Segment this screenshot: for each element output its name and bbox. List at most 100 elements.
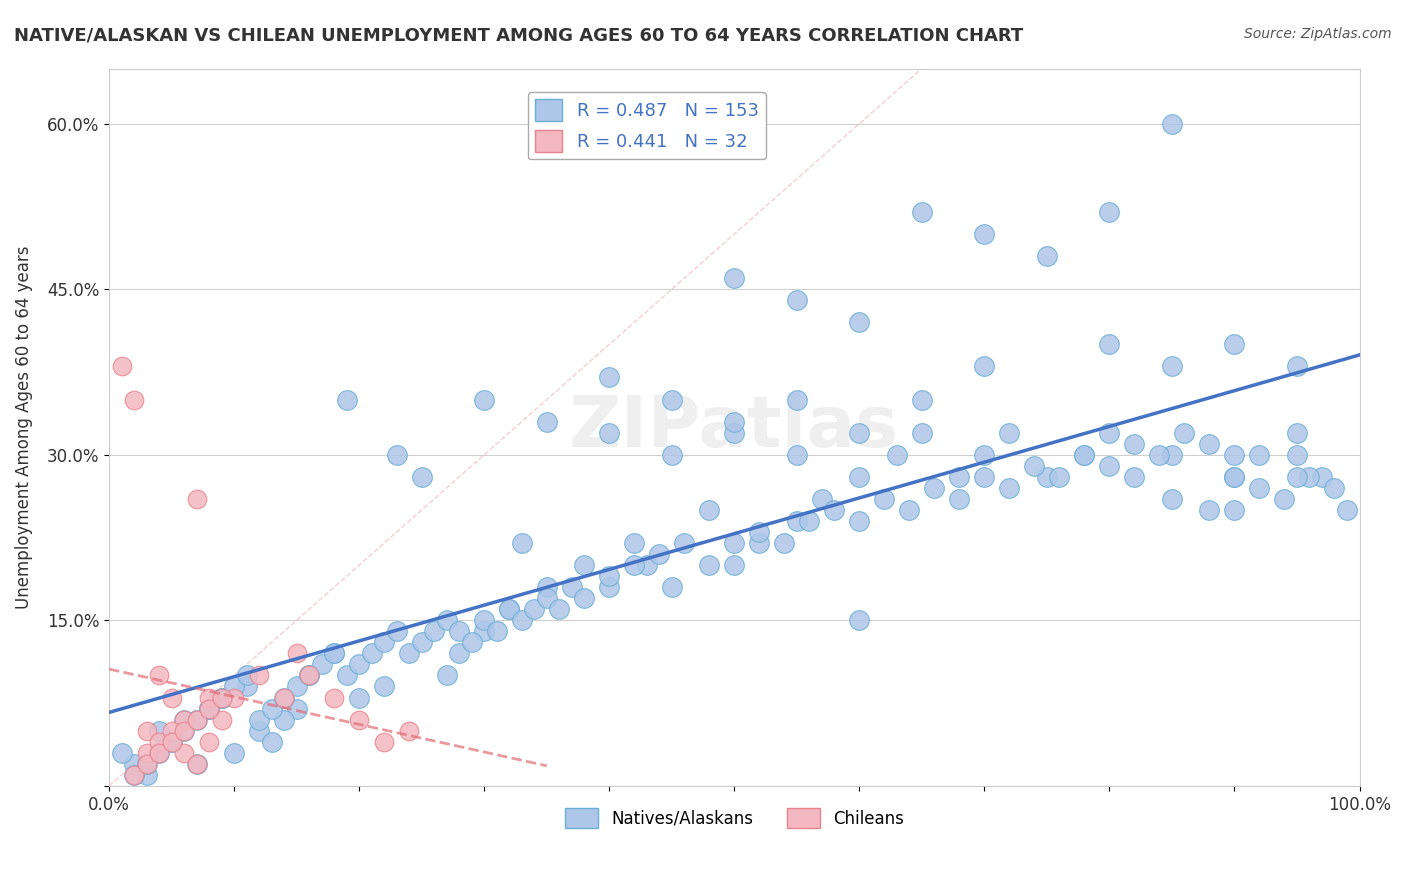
Natives/Alaskans: [373, 680, 395, 694]
Natives/Alaskans: [1223, 337, 1246, 351]
Chileans: [298, 668, 321, 682]
Natives/Alaskans: [1036, 470, 1059, 484]
Natives/Alaskans: [636, 558, 658, 573]
Natives/Alaskans: [347, 657, 370, 672]
Chileans: [323, 690, 346, 705]
Chileans: [186, 491, 208, 506]
Natives/Alaskans: [648, 547, 671, 561]
Natives/Alaskans: [873, 491, 896, 506]
Natives/Alaskans: [1285, 448, 1308, 462]
Natives/Alaskans: [1161, 448, 1184, 462]
Natives/Alaskans: [598, 370, 620, 384]
Natives/Alaskans: [148, 723, 170, 738]
Chileans: [347, 713, 370, 727]
Natives/Alaskans: [1047, 470, 1070, 484]
Natives/Alaskans: [661, 392, 683, 407]
Natives/Alaskans: [536, 591, 558, 606]
Natives/Alaskans: [273, 713, 295, 727]
Natives/Alaskans: [811, 491, 834, 506]
Chileans: [160, 723, 183, 738]
Natives/Alaskans: [485, 624, 508, 639]
Natives/Alaskans: [311, 657, 333, 672]
Natives/Alaskans: [186, 713, 208, 727]
Natives/Alaskans: [973, 470, 995, 484]
Natives/Alaskans: [260, 701, 283, 715]
Natives/Alaskans: [135, 756, 157, 771]
Natives/Alaskans: [160, 734, 183, 748]
Natives/Alaskans: [360, 646, 382, 660]
Natives/Alaskans: [673, 536, 696, 550]
Natives/Alaskans: [924, 481, 946, 495]
Natives/Alaskans: [948, 470, 970, 484]
Natives/Alaskans: [235, 668, 257, 682]
Natives/Alaskans: [224, 746, 246, 760]
Natives/Alaskans: [723, 415, 745, 429]
Chileans: [198, 701, 221, 715]
Natives/Alaskans: [848, 613, 870, 627]
Natives/Alaskans: [411, 635, 433, 649]
Natives/Alaskans: [135, 768, 157, 782]
Natives/Alaskans: [848, 514, 870, 528]
Natives/Alaskans: [122, 768, 145, 782]
Natives/Alaskans: [1323, 481, 1346, 495]
Natives/Alaskans: [260, 734, 283, 748]
Natives/Alaskans: [1161, 359, 1184, 374]
Natives/Alaskans: [1310, 470, 1333, 484]
Natives/Alaskans: [536, 580, 558, 594]
Text: Source: ZipAtlas.com: Source: ZipAtlas.com: [1244, 27, 1392, 41]
Text: ZIPatlas: ZIPatlas: [569, 392, 900, 462]
Natives/Alaskans: [786, 514, 808, 528]
Chileans: [373, 734, 395, 748]
Legend: Natives/Alaskans, Chileans: Natives/Alaskans, Chileans: [558, 801, 911, 835]
Natives/Alaskans: [1223, 448, 1246, 462]
Chileans: [135, 746, 157, 760]
Natives/Alaskans: [373, 635, 395, 649]
Chileans: [211, 713, 233, 727]
Natives/Alaskans: [898, 503, 921, 517]
Natives/Alaskans: [848, 425, 870, 440]
Natives/Alaskans: [498, 602, 520, 616]
Natives/Alaskans: [173, 713, 195, 727]
Natives/Alaskans: [723, 536, 745, 550]
Natives/Alaskans: [1073, 448, 1095, 462]
Natives/Alaskans: [1098, 337, 1121, 351]
Natives/Alaskans: [536, 415, 558, 429]
Chileans: [148, 746, 170, 760]
Natives/Alaskans: [1223, 470, 1246, 484]
Natives/Alaskans: [336, 668, 359, 682]
Natives/Alaskans: [598, 569, 620, 583]
Chileans: [198, 690, 221, 705]
Natives/Alaskans: [523, 602, 546, 616]
Natives/Alaskans: [1073, 448, 1095, 462]
Natives/Alaskans: [461, 635, 484, 649]
Natives/Alaskans: [385, 624, 408, 639]
Natives/Alaskans: [224, 680, 246, 694]
Natives/Alaskans: [411, 470, 433, 484]
Natives/Alaskans: [298, 668, 321, 682]
Natives/Alaskans: [472, 613, 495, 627]
Chileans: [224, 690, 246, 705]
Natives/Alaskans: [786, 392, 808, 407]
Natives/Alaskans: [1149, 448, 1171, 462]
Natives/Alaskans: [1098, 458, 1121, 473]
Natives/Alaskans: [1274, 491, 1296, 506]
Natives/Alaskans: [998, 425, 1021, 440]
Natives/Alaskans: [211, 690, 233, 705]
Natives/Alaskans: [273, 690, 295, 705]
Natives/Alaskans: [848, 470, 870, 484]
Chileans: [186, 713, 208, 727]
Chileans: [122, 392, 145, 407]
Natives/Alaskans: [697, 558, 720, 573]
Chileans: [186, 756, 208, 771]
Natives/Alaskans: [748, 524, 770, 539]
Natives/Alaskans: [574, 591, 596, 606]
Chileans: [148, 734, 170, 748]
Natives/Alaskans: [472, 624, 495, 639]
Natives/Alaskans: [1285, 359, 1308, 374]
Natives/Alaskans: [661, 448, 683, 462]
Natives/Alaskans: [186, 756, 208, 771]
Natives/Alaskans: [1198, 503, 1220, 517]
Natives/Alaskans: [1024, 458, 1046, 473]
Chileans: [173, 723, 195, 738]
Natives/Alaskans: [1173, 425, 1195, 440]
